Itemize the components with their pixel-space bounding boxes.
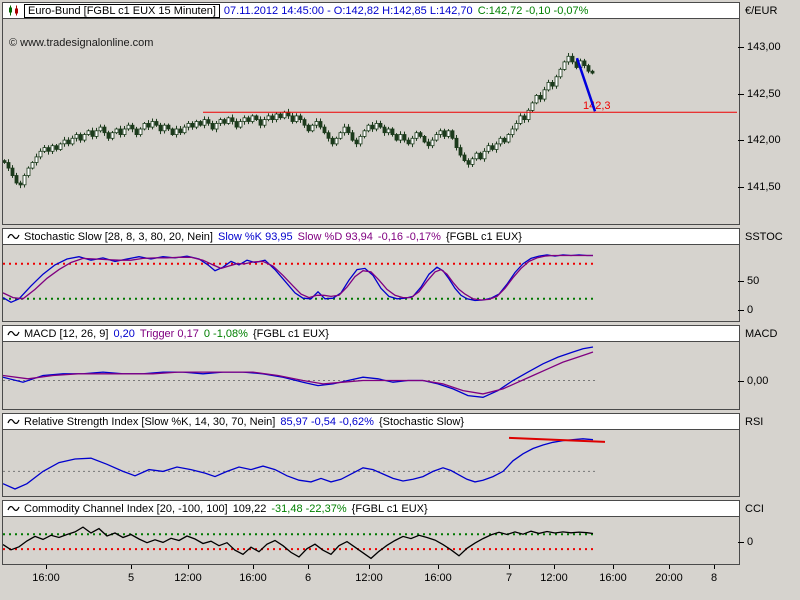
wave-icon (6, 503, 20, 515)
price-axis-margin[interactable]: 143,00 142,50 142,00 141,50 €/EUR 50 0 SSTOC 0,0… (738, 0, 800, 600)
time-tick (253, 565, 254, 569)
time-tick (509, 565, 510, 569)
panel-unit-label: RSI (745, 416, 764, 428)
header-segment: 0,20 (113, 327, 138, 340)
stochastic-readout: Stochastic Slow [28, 8, 3, 80, 20, Nein]… (24, 231, 524, 243)
header-segment: C:142,72 -0,10 -0,07% (477, 4, 589, 17)
time-tick (46, 565, 47, 569)
header-segment: {FGBL c1 EUX} (351, 502, 428, 515)
panel-unit-label: MACD (745, 328, 778, 340)
header-segment: 0 -1,08% (203, 327, 251, 340)
rsi-readout: Relative Strength Index [Slow %K, 14, 30… (24, 416, 466, 428)
axis-tick-label: 0 (747, 304, 754, 316)
header-segment: {FGBL c1 EUX} (252, 327, 329, 340)
panel-cci: Commodity Channel Index [20, -100, 100] … (2, 500, 740, 565)
candlestick-icon (6, 5, 20, 17)
time-tick-label: 12:00 (174, 572, 202, 584)
panel-unit-label: CCI (745, 503, 764, 515)
axis-tick (738, 187, 744, 188)
header-segment: -31,48 -22,37% (271, 502, 350, 515)
price-line-label: 142,3 (583, 100, 611, 112)
axis-tick-label: 142,50 (747, 88, 781, 100)
stochastic-header[interactable]: Stochastic Slow [28, 8, 3, 80, 20, Nein]… (3, 229, 739, 245)
time-tick-label: 20:00 (655, 572, 683, 584)
axis-tick-label: 0 (747, 536, 754, 548)
header-segment: Trigger 0,17 (139, 327, 202, 340)
header-segment: MACD [12, 26, 9] (24, 327, 112, 340)
cci-header[interactable]: Commodity Channel Index [20, -100, 100] … (3, 501, 739, 517)
time-tick (369, 565, 370, 569)
time-tick-label: 16:00 (599, 572, 627, 584)
axis-tick-label: 0,00 (747, 375, 769, 387)
axis-tick (738, 542, 744, 543)
instrument-title[interactable]: Euro-Bund [FGBL c1 EUX 15 Minuten] (24, 3, 220, 18)
axis-tick (738, 381, 744, 382)
header-segment: Commodity Channel Index [20, -100, 100] (24, 502, 231, 515)
rsi-header[interactable]: Relative Strength Index [Slow %K, 14, 30… (3, 414, 739, 430)
rsi-chart[interactable] (3, 430, 737, 496)
time-tick (613, 565, 614, 569)
time-tick-label: 16:00 (424, 572, 452, 584)
header-segment: Stochastic Slow [28, 8, 3, 80, 20, Nein] (24, 230, 216, 243)
axis-tick-label: 142,00 (747, 134, 781, 146)
time-tick-label: 7 (505, 572, 513, 584)
time-tick-label: 16:00 (32, 572, 60, 584)
time-tick (669, 565, 670, 569)
wave-icon (6, 416, 20, 428)
time-tick-label: 6 (304, 572, 312, 584)
time-tick-label: 12:00 (540, 572, 568, 584)
axis-tick (738, 140, 744, 141)
wave-icon (6, 328, 20, 340)
stochastic-chart[interactable] (3, 245, 737, 321)
panel-rsi: Relative Strength Index [Slow %K, 14, 30… (2, 413, 740, 497)
axis-tick (738, 47, 744, 48)
time-axis[interactable]: 16:00 5 12:00 16:00 6 12:00 16:00 7 12:00 16:00 20… (3, 565, 739, 600)
watermark: © www.tradesignalonline.com (9, 37, 154, 49)
header-segment: 109,22 (232, 502, 270, 515)
axis-tick (738, 281, 744, 282)
axis-tick (738, 310, 744, 311)
macd-readout: MACD [12, 26, 9] 0,20 Trigger 0,17 0 -1,… (24, 328, 331, 340)
header-segment: {FGBL c1 EUX} (445, 230, 522, 243)
panel-unit-label: €/EUR (745, 5, 778, 17)
header-segment: Relative Strength Index [Slow %K, 14, 30… (24, 415, 279, 428)
time-tick (554, 565, 555, 569)
axis-tick-label: 143,00 (747, 41, 781, 53)
time-tick-label: 8 (710, 572, 718, 584)
time-tick (188, 565, 189, 569)
panel-main-chart: Euro-Bund [FGBL c1 EUX 15 Minuten] 07.11… (2, 2, 740, 225)
time-tick (131, 565, 132, 569)
wave-icon (6, 231, 20, 243)
macd-chart[interactable] (3, 342, 737, 409)
main-chart-header[interactable]: Euro-Bund [FGBL c1 EUX 15 Minuten] 07.11… (3, 3, 739, 19)
macd-header[interactable]: MACD [12, 26, 9] 0,20 Trigger 0,17 0 -1,… (3, 326, 739, 342)
panel-stochastic: Stochastic Slow [28, 8, 3, 80, 20, Nein]… (2, 228, 740, 322)
ohlc-readout: 07.11.2012 14:45:00 - O:142,82 H:142,85 … (224, 5, 590, 17)
time-tick (714, 565, 715, 569)
axis-tick-label: 141,50 (747, 181, 781, 193)
header-segment: Slow %D 93,94 (297, 230, 376, 243)
header-segment: 85,97 -0,54 -0,62% (280, 415, 377, 428)
axis-tick (738, 94, 744, 95)
panel-unit-label: SSTOC (745, 231, 783, 243)
time-tick-label: 12:00 (355, 572, 383, 584)
header-segment: {Stochastic Slow} (379, 415, 464, 428)
panel-macd: MACD [12, 26, 9] 0,20 Trigger 0,17 0 -1,… (2, 325, 740, 410)
time-tick-label: 5 (127, 572, 135, 584)
candlestick-chart[interactable]: 142,3 (3, 19, 737, 224)
header-segment: -0,16 -0,17% (377, 230, 444, 243)
cci-readout: Commodity Channel Index [20, -100, 100] … (24, 503, 430, 515)
time-tick (308, 565, 309, 569)
header-segment: Slow %K 93,95 (218, 230, 296, 243)
axis-tick-label: 50 (747, 275, 760, 287)
cci-chart[interactable] (3, 517, 737, 564)
header-segment: 07.11.2012 14:45:00 - O:142,82 H:142,85 … (223, 4, 476, 17)
time-tick (438, 565, 439, 569)
time-tick-label: 16:00 (239, 572, 267, 584)
